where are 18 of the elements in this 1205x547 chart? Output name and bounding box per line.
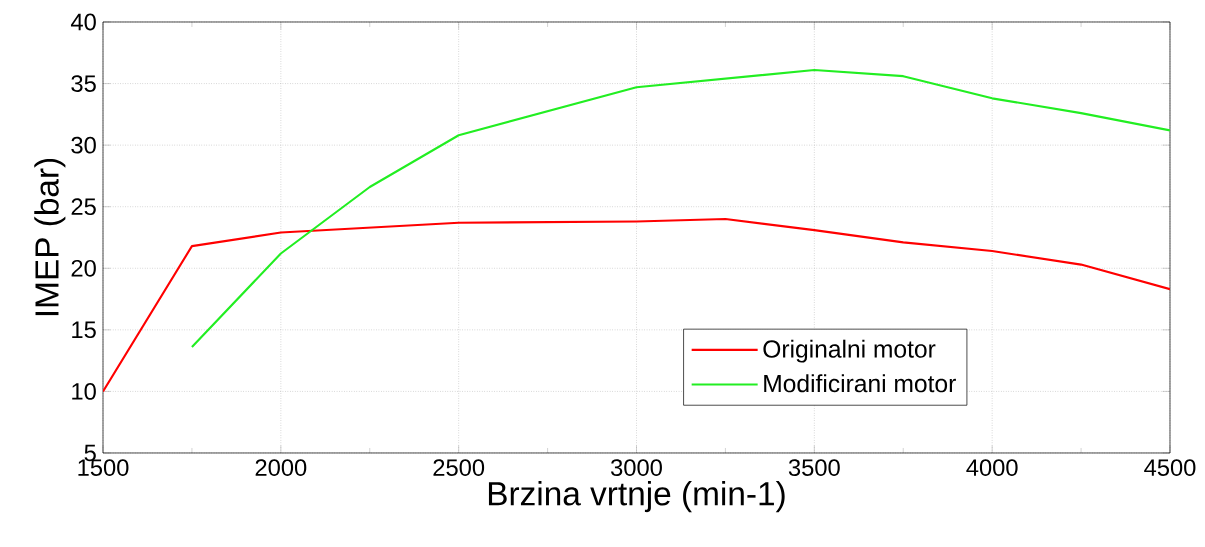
y-tick-label: 10 — [72, 383, 96, 400]
x-tick-label: 3500 — [788, 459, 840, 476]
y-axis-title: IMEP (bar) — [34, 158, 66, 316]
y-tick-label: 25 — [71, 198, 96, 216]
line-series — [103, 217, 1170, 393]
x-tick-label: 2000 — [255, 459, 307, 476]
x-tick-label: 3000 — [611, 459, 662, 476]
y-tick-label: 40 — [70, 13, 96, 31]
y-tick-label: 30 — [71, 136, 96, 154]
legend-label: Modificirani motor — [764, 374, 956, 393]
y-tick-label: 20 — [71, 259, 96, 277]
legend-label: Originalni motor — [763, 339, 936, 363]
x-tick-label: 4500 — [1144, 459, 1196, 476]
y-tick-label: 35 — [71, 75, 96, 92]
y-tick-label: 15 — [72, 321, 96, 339]
x-tick-label: 2500 — [433, 459, 485, 476]
x-axis-title: Brzina vrtnje (min-1) — [488, 481, 785, 513]
x-tick-label: 4000 — [966, 459, 1018, 476]
